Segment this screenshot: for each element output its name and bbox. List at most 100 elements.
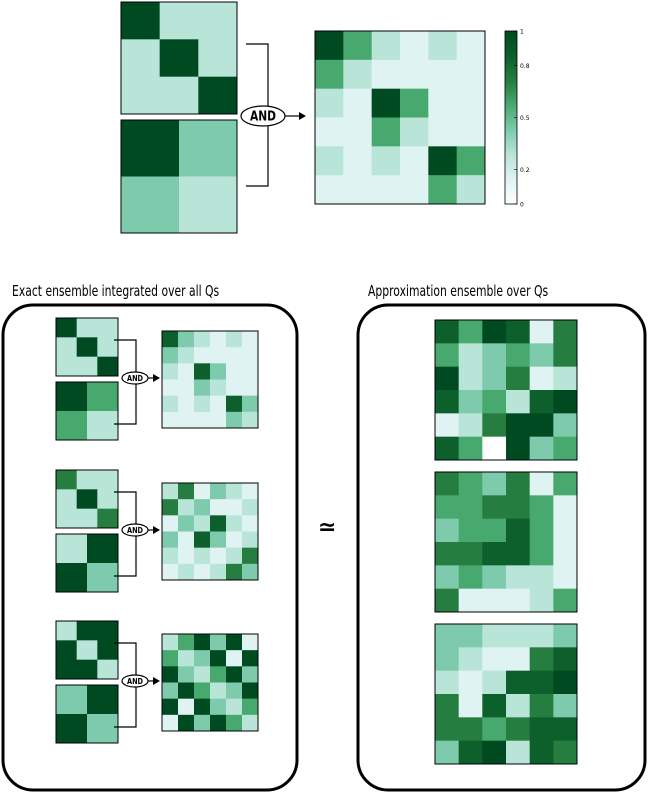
exact-a-border <box>55 469 119 529</box>
and-label: AND <box>127 373 143 383</box>
top-a-border <box>120 1 238 115</box>
top-result-cell <box>428 117 458 147</box>
exact-result-cell <box>210 531 227 549</box>
exact-b-cell <box>56 685 88 715</box>
approx-1-cell <box>435 436 460 461</box>
approx-1-cell <box>458 390 483 414</box>
exact-b-cell <box>87 411 119 441</box>
approx-2-cell <box>529 565 554 590</box>
approx-2-cell <box>506 518 531 543</box>
approx-3-cell <box>529 717 554 742</box>
exact-result-cell <box>194 347 211 364</box>
top-result-cell <box>343 31 373 61</box>
exact-result-cell <box>194 650 211 667</box>
top-result-cell <box>456 31 486 61</box>
approx-2-cell <box>482 518 507 543</box>
approx-3-cell <box>506 670 531 695</box>
exact-result-cell <box>242 347 259 364</box>
top-result-cell <box>343 117 373 147</box>
top-result-cell <box>456 88 486 118</box>
top-a-cell <box>198 39 238 78</box>
exact-result-cell <box>162 411 179 429</box>
approx-3-cell <box>458 740 483 765</box>
exact-result-cell <box>210 547 227 565</box>
exact-result-cell <box>210 331 227 348</box>
exact-result-cell <box>194 363 211 380</box>
exact-result-cell <box>242 499 259 516</box>
exact-result-cell <box>226 563 243 581</box>
exact-a-cell <box>97 621 119 641</box>
approx-3-cell <box>553 740 578 765</box>
exact-a-cell <box>56 337 78 358</box>
approx-1-cell <box>529 413 554 438</box>
approx-3-cell <box>482 647 507 672</box>
exact-result-cell <box>162 650 179 667</box>
approx-3-cell <box>458 670 483 695</box>
approx-3-cell <box>458 694 483 718</box>
top-result-cell <box>371 146 401 176</box>
approx-2-cell <box>435 518 460 543</box>
exact-b-cell <box>87 714 119 744</box>
exact-result-cell <box>194 547 211 565</box>
approx-2-cell <box>482 472 507 496</box>
exact-result-cell <box>226 650 243 667</box>
exact-a-border <box>55 620 119 680</box>
exact-result-cell <box>162 395 179 413</box>
top-result-cell <box>343 88 373 118</box>
approx-3-cell <box>482 694 507 718</box>
exact-result-cell <box>226 331 243 348</box>
exact-result-cell <box>226 634 243 651</box>
exact-result-cell <box>194 666 211 683</box>
approx-2-cell <box>529 588 554 613</box>
exact-a-cell <box>97 356 119 377</box>
approx-2-cell <box>458 495 483 520</box>
approx-2-cell <box>458 565 483 590</box>
exact-result-cell <box>162 331 179 348</box>
top-result-cell <box>343 59 373 90</box>
exact-result-cell <box>242 634 259 651</box>
exact-result-cell <box>162 666 179 683</box>
exact-result-cell <box>242 411 259 429</box>
exact-a-cell <box>97 659 119 680</box>
exact-b-cell <box>87 534 119 564</box>
approx-1-cell <box>482 343 507 368</box>
approx-2-cell <box>553 565 578 590</box>
exact-b-cell <box>56 382 88 412</box>
matrix-top-b <box>120 119 238 234</box>
approx-2-cell <box>435 472 460 496</box>
approx-3-border <box>434 623 578 765</box>
approx-3-cell <box>435 740 460 765</box>
exact-result-cell <box>162 363 179 380</box>
exact-b-cell <box>56 534 88 564</box>
exact-ensemble-examples: AND AND AND <box>55 317 259 744</box>
approx-1-cell <box>435 320 460 344</box>
exact-result-cell <box>226 411 243 429</box>
exact-result-cell <box>178 347 195 364</box>
approx-3-cell <box>482 670 507 695</box>
approx-2-cell <box>506 472 531 496</box>
exact-result-cell <box>210 666 227 683</box>
top-result-cell <box>315 59 344 90</box>
exact-result-cell <box>178 634 195 651</box>
approx-1-cell <box>435 343 460 368</box>
and-label: AND <box>127 525 143 535</box>
exact-result-cell <box>226 395 243 413</box>
approx-2-cell <box>482 542 507 566</box>
exact-a-cell <box>56 621 78 641</box>
approx-2-cell <box>553 518 578 543</box>
approx-2-cell <box>506 495 531 520</box>
exact-result-cell <box>210 483 227 500</box>
exact-a-cell <box>97 489 119 510</box>
exact-b-cell <box>87 685 119 715</box>
exact-result-cell <box>194 698 211 716</box>
exact-result-cell <box>226 379 243 397</box>
approx-symbol: ≃ <box>318 515 337 540</box>
exact-a-cell <box>97 640 119 661</box>
approx-2-cell <box>553 588 578 613</box>
exact-b-cell <box>87 563 119 593</box>
exact-result-cell <box>194 682 211 700</box>
top-result-cell <box>343 146 373 176</box>
exact-result-cell <box>194 331 211 348</box>
exact-result-cell <box>194 563 211 581</box>
top-result-cell <box>400 88 429 118</box>
